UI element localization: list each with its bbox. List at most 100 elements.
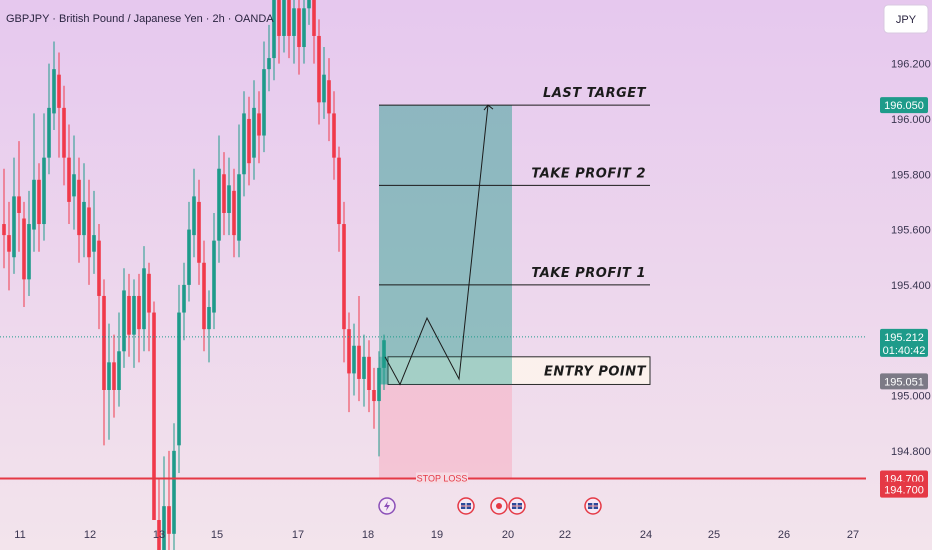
candle	[342, 201, 346, 363]
flag-icon[interactable]	[584, 497, 602, 515]
candle	[142, 246, 146, 352]
x-tick-label: 19	[431, 529, 443, 541]
x-tick-label: 15	[211, 529, 223, 541]
y-tick-label: 195.000	[891, 391, 931, 403]
flag-icon[interactable]	[457, 497, 475, 515]
take-profit-1-label: TAKE PROFIT 1	[531, 266, 646, 281]
candle	[212, 212, 216, 330]
x-tick-label: 27	[847, 529, 859, 541]
event-icons	[378, 497, 602, 515]
candle	[322, 47, 326, 119]
record-icon[interactable]	[490, 497, 508, 515]
candle	[117, 312, 121, 407]
candle	[252, 80, 256, 180]
candle	[12, 157, 16, 274]
candle	[162, 456, 166, 550]
candle	[72, 135, 76, 230]
loss-zone	[379, 384, 512, 479]
candle	[2, 168, 6, 269]
position-zones	[379, 105, 512, 479]
price-tag: 194.700	[880, 481, 928, 498]
candle	[52, 41, 56, 130]
candle	[32, 113, 36, 252]
candle	[367, 340, 371, 413]
price-axis: 194.800 195.000 195.400 195.600 195.800 196.0…	[880, 59, 931, 498]
projected-path	[384, 105, 489, 386]
candle	[257, 91, 261, 164]
candle	[102, 279, 106, 446]
flag-icon[interactable]	[508, 497, 526, 515]
y-tick-label: 195.800	[891, 169, 931, 181]
candle	[92, 190, 96, 274]
candle	[187, 201, 191, 302]
y-tick-label: 194.800	[891, 446, 931, 458]
y-tick-label: 196.200	[891, 59, 931, 71]
candles	[2, 0, 386, 550]
candle	[297, 0, 301, 75]
candle	[122, 268, 126, 368]
entry-box	[387, 356, 651, 385]
candle	[382, 334, 386, 390]
candle	[357, 295, 361, 402]
candle	[127, 273, 131, 357]
x-tick-label: 25	[708, 529, 720, 541]
time-axis: 11 12 13 15 17 18 19 20 22 24 25 26 27	[14, 529, 859, 541]
price-tag-value: 195.051	[884, 376, 924, 388]
candle	[262, 41, 266, 153]
candle	[17, 141, 21, 252]
stop-loss-label-bg	[416, 472, 468, 484]
candle	[267, 24, 271, 92]
chart-title: GBPJPY · British Pound / Japanese Yen · …	[6, 13, 274, 25]
candle	[47, 63, 51, 175]
last-target-label: LAST TARGET	[543, 86, 647, 101]
candle	[182, 262, 186, 341]
price-tag-value: 196.050	[884, 100, 924, 112]
currency-label: JPY	[896, 14, 917, 26]
price-tag: 196.050	[880, 97, 928, 114]
price-tag-value: 194.700	[884, 485, 924, 497]
candle	[247, 96, 251, 186]
candle	[352, 323, 356, 396]
candle	[27, 190, 31, 296]
candle	[232, 168, 236, 258]
candle	[132, 279, 136, 368]
y-tick-label: 195.600	[891, 225, 931, 237]
candle	[327, 58, 331, 142]
candle	[207, 290, 211, 363]
candle	[87, 179, 91, 285]
candle	[282, 0, 286, 53]
candle	[227, 157, 231, 236]
candle	[362, 334, 366, 407]
profit-zone	[379, 105, 512, 385]
candle	[197, 179, 201, 285]
lightning-icon[interactable]	[378, 497, 396, 515]
overlays: LAST TARGET TAKE PROFIT 2 TAKE PROFIT 1 ENT…	[0, 86, 866, 484]
x-tick-label: 22	[559, 529, 571, 541]
candle	[147, 262, 151, 352]
candle	[372, 367, 376, 429]
y-tick-label: 195.400	[891, 280, 931, 292]
y-tick-label: 196.000	[891, 114, 931, 126]
x-tick-label: 20	[502, 529, 514, 541]
candle	[302, 0, 306, 64]
candle	[242, 91, 246, 197]
price-tag-countdown: 01:40:42	[883, 345, 926, 357]
candle	[312, 0, 316, 64]
price-tag: 195.051	[880, 373, 928, 390]
x-tick-label: 12	[84, 529, 96, 541]
candle	[287, 0, 291, 59]
x-tick-label: 13	[153, 529, 165, 541]
candle	[292, 0, 296, 64]
currency-button[interactable]: JPY	[883, 4, 929, 34]
candle	[137, 273, 141, 363]
candle	[332, 91, 336, 180]
price-tag-value: 195.212	[884, 332, 924, 344]
candle	[22, 201, 26, 308]
candle	[167, 450, 171, 550]
candle	[112, 334, 116, 418]
candle	[317, 19, 321, 125]
entry-zone-fill	[379, 356, 512, 385]
